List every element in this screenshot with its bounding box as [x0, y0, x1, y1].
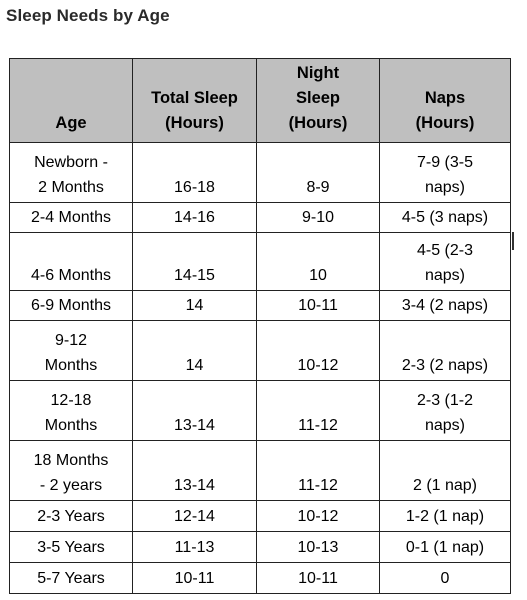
- cell-night-sleep: 11-12: [256, 380, 380, 441]
- header-naps-line: (Hours): [415, 114, 475, 132]
- header-total-line: (Hours): [165, 114, 224, 132]
- header-night-sleep: Night Sleep (Hours): [256, 58, 380, 143]
- header-total-line: Total Sleep: [151, 89, 238, 107]
- naps-line: 2 (1 nap): [412, 477, 478, 494]
- table-header-row: Age Total Sleep (Hours) Night Sleep (Hou…: [9, 58, 511, 143]
- table-row: 5-7 Years 10-11 10-11 0: [9, 562, 511, 594]
- cell-naps: 4-5 (2-3 naps): [379, 232, 511, 291]
- sleep-needs-table: Age Total Sleep (Hours) Night Sleep (Hou…: [9, 58, 511, 594]
- naps-line: naps): [424, 179, 466, 196]
- text-cursor: [512, 232, 514, 250]
- cell-total-sleep: 14-16: [132, 202, 257, 233]
- naps-line: 4-5 (3 naps): [401, 209, 489, 226]
- age-line: 2-4 Months: [30, 209, 112, 226]
- cell-age: 6-9 Months: [9, 290, 133, 321]
- age-line: 2-3 Years: [37, 508, 105, 525]
- table-row: 6-9 Months 14 10-11 3-4 (2 naps): [9, 290, 511, 321]
- cell-age: Newborn - 2 Months: [9, 142, 133, 203]
- cell-age: 2-3 Years: [9, 500, 133, 532]
- age-line: Newborn -: [34, 154, 108, 171]
- header-total-sleep: Total Sleep (Hours): [132, 58, 257, 143]
- naps-line: 2-3 (2 naps): [401, 357, 489, 374]
- naps-line: 0: [440, 570, 450, 587]
- table-row: 18 Months - 2 years 13-14 11-12 2 (1 nap…: [9, 440, 511, 501]
- naps-line: 7-9 (3-5: [416, 154, 474, 171]
- age-line: - 2 years: [39, 477, 103, 494]
- cell-total-sleep: 12-14: [132, 500, 257, 532]
- cell-night-sleep: 10-12: [256, 320, 380, 381]
- age-line: 4-6 Months: [30, 267, 112, 284]
- cell-naps: 2-3 (1-2 naps): [379, 380, 511, 441]
- cell-total-sleep: 13-14: [132, 380, 257, 441]
- age-line: Months: [44, 417, 98, 434]
- naps-line: 3-4 (2 naps): [401, 297, 489, 314]
- cell-naps: 0: [379, 562, 511, 594]
- naps-line: naps): [424, 267, 466, 284]
- table-row: 2-3 Years 12-14 10-12 1-2 (1 nap): [9, 500, 511, 532]
- age-line: Months: [44, 357, 98, 374]
- age-line: 3-5 Years: [37, 539, 105, 556]
- naps-line: 4-5 (2-3: [416, 242, 474, 259]
- cell-age: 12-18 Months: [9, 380, 133, 441]
- age-line: 5-7 Years: [37, 570, 105, 587]
- header-night-line: Sleep: [295, 89, 341, 107]
- age-line: 18 Months: [33, 452, 109, 469]
- cell-naps: 0-1 (1 nap): [379, 531, 511, 563]
- table-row: 4-6 Months 14-15 10 4-5 (2-3 naps): [9, 232, 511, 291]
- table-row: Newborn - 2 Months 16-18 8-9 7-9 (3-5 na…: [9, 142, 511, 203]
- cell-total-sleep: 11-13: [132, 531, 257, 563]
- cell-night-sleep: 10-11: [256, 562, 380, 594]
- naps-line: 0-1 (1 nap): [405, 539, 485, 556]
- cell-naps: 3-4 (2 naps): [379, 290, 511, 321]
- cell-night-sleep: 9-10: [256, 202, 380, 233]
- cell-night-sleep: 8-9: [256, 142, 380, 203]
- cell-age: 4-6 Months: [9, 232, 133, 291]
- table-row: 9-12 Months 14 10-12 2-3 (2 naps): [9, 320, 511, 381]
- cell-total-sleep: 14: [132, 320, 257, 381]
- age-line: 6-9 Months: [30, 297, 112, 314]
- cell-night-sleep: 10-12: [256, 500, 380, 532]
- cell-total-sleep: 16-18: [132, 142, 257, 203]
- cell-naps: 7-9 (3-5 naps): [379, 142, 511, 203]
- cell-total-sleep: 14-15: [132, 232, 257, 291]
- cell-age: 18 Months - 2 years: [9, 440, 133, 501]
- header-age-label: Age: [55, 114, 87, 132]
- cell-total-sleep: 13-14: [132, 440, 257, 501]
- age-line: 2 Months: [38, 179, 104, 196]
- cell-total-sleep: 14: [132, 290, 257, 321]
- cell-age: 3-5 Years: [9, 531, 133, 563]
- header-naps-line: Naps: [424, 89, 466, 107]
- table-row: 2-4 Months 14-16 9-10 4-5 (3 naps): [9, 202, 511, 233]
- header-night-line: Night: [296, 64, 340, 82]
- naps-line: 1-2 (1 nap): [405, 508, 485, 525]
- table-row: 3-5 Years 11-13 10-13 0-1 (1 nap): [9, 531, 511, 563]
- cell-naps: 1-2 (1 nap): [379, 500, 511, 532]
- age-line: 12-18: [50, 392, 92, 409]
- cell-naps: 4-5 (3 naps): [379, 202, 511, 233]
- cell-age: 9-12 Months: [9, 320, 133, 381]
- cell-age: 5-7 Years: [9, 562, 133, 594]
- cell-night-sleep: 10: [256, 232, 380, 291]
- cell-night-sleep: 11-12: [256, 440, 380, 501]
- header-naps: Naps (Hours): [379, 58, 511, 143]
- cell-age: 2-4 Months: [9, 202, 133, 233]
- cell-naps: 2-3 (2 naps): [379, 320, 511, 381]
- naps-line: 2-3 (1-2: [416, 392, 474, 409]
- cell-total-sleep: 10-11: [132, 562, 257, 594]
- cell-night-sleep: 10-13: [256, 531, 380, 563]
- age-line: 9-12: [54, 332, 88, 349]
- table-row: 12-18 Months 13-14 11-12 2-3 (1-2 naps): [9, 380, 511, 441]
- cell-night-sleep: 10-11: [256, 290, 380, 321]
- naps-line: naps): [424, 417, 466, 434]
- header-age: Age: [9, 58, 133, 143]
- page-title: Sleep Needs by Age: [6, 6, 170, 25]
- cell-naps: 2 (1 nap): [379, 440, 511, 501]
- header-night-line: (Hours): [288, 114, 348, 132]
